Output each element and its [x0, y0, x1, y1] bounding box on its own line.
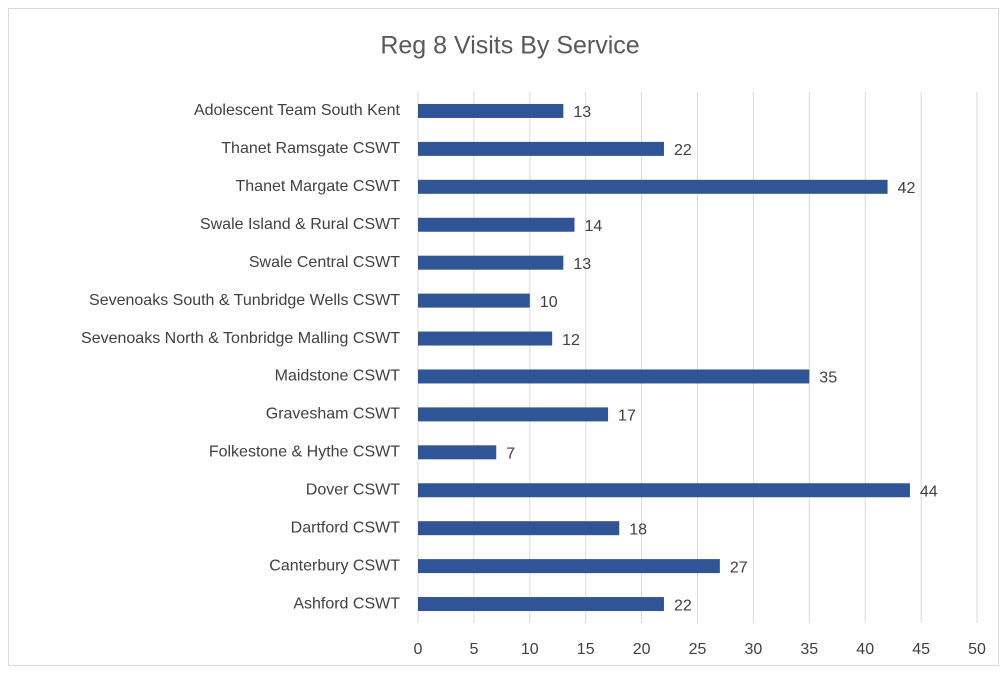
y-tick-label: Dover CSWT	[306, 481, 400, 498]
y-tick-label: Sevenoaks North & Tonbridge Malling CSWT	[81, 330, 400, 347]
y-tick-label: Maidstone CSWT	[275, 368, 401, 385]
y-tick-label: Thanet Ramsgate CSWT	[221, 140, 400, 157]
bar	[418, 255, 564, 270]
x-tick-label: 45	[912, 641, 930, 658]
bar	[418, 483, 910, 498]
data-label: 14	[585, 218, 603, 235]
x-tick-label: 20	[633, 641, 651, 658]
y-tick-label: Canterbury CSWT	[269, 557, 400, 574]
data-label: 10	[540, 294, 558, 311]
bar	[418, 369, 810, 384]
x-tick-label: 35	[800, 641, 818, 658]
data-label: 27	[730, 559, 748, 576]
y-tick-label: Swale Island & Rural CSWT	[200, 216, 400, 233]
y-tick-label: Swale Central CSWT	[249, 254, 400, 271]
data-label: 22	[674, 142, 692, 159]
data-label: 13	[573, 256, 591, 273]
x-tick-label: 50	[968, 641, 986, 658]
data-label: 18	[629, 521, 647, 538]
x-tick-label: 40	[856, 641, 874, 658]
x-tick-label: 10	[521, 641, 539, 658]
y-tick-label: Dartford CSWT	[291, 519, 401, 536]
x-tick-label: 25	[689, 641, 707, 658]
x-tick-label: 5	[469, 641, 478, 658]
bar	[418, 217, 575, 232]
data-label: 44	[920, 483, 938, 500]
y-tick-label: Ashford CSWT	[293, 595, 400, 612]
bar	[418, 141, 664, 156]
x-tick-label: 15	[577, 641, 595, 658]
chart-title: Reg 8 Visits By Service	[380, 32, 639, 60]
data-label: 13	[573, 104, 591, 121]
y-tick-label: Thanet Margate CSWT	[236, 178, 401, 195]
y-tick-label: Adolescent Team South Kent	[194, 102, 401, 119]
data-label: 22	[674, 597, 692, 614]
data-label: 17	[618, 408, 636, 425]
data-label: 35	[819, 370, 837, 387]
x-tick-label: 30	[745, 641, 763, 658]
bar	[418, 179, 888, 194]
bar	[418, 597, 664, 612]
bar	[418, 521, 620, 536]
bar	[418, 559, 720, 574]
data-label: 7	[506, 446, 515, 463]
bar	[418, 293, 530, 308]
y-tick-label: Sevenoaks South & Tunbridge Wells CSWT	[89, 292, 400, 309]
bar	[418, 331, 553, 346]
bar	[418, 407, 609, 422]
bar	[418, 103, 564, 118]
x-tick-label: 0	[414, 641, 423, 658]
y-tick-label: Gravesham CSWT	[266, 406, 400, 423]
y-tick-label: Folkestone & Hythe CSWT	[209, 444, 400, 461]
bar	[418, 445, 497, 460]
data-label: 12	[562, 332, 580, 349]
data-label: 42	[898, 180, 916, 197]
